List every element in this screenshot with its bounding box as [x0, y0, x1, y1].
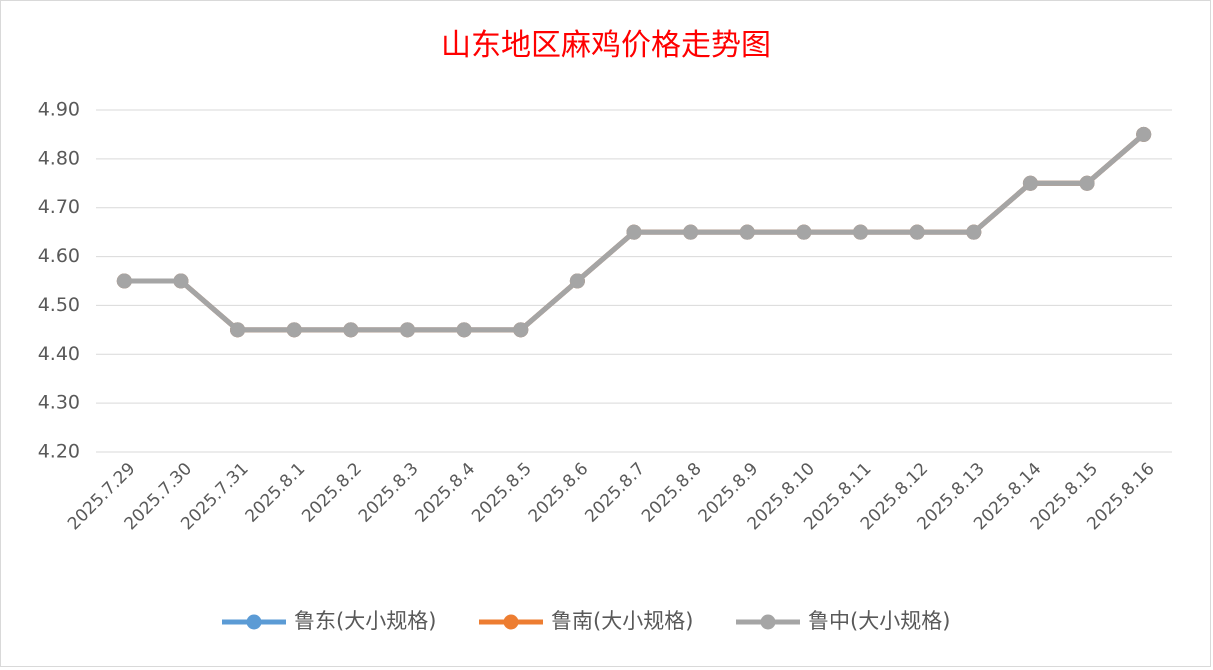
data-point	[683, 224, 699, 240]
data-point	[173, 273, 189, 289]
legend-marker	[503, 614, 519, 630]
y-tick-label: 4.90	[38, 99, 80, 121]
legend-marker	[760, 614, 776, 630]
y-tick-label: 4.60	[38, 245, 80, 267]
data-point	[343, 322, 359, 338]
data-point	[909, 224, 925, 240]
data-point	[966, 224, 982, 240]
chart-title: 山东地区麻鸡价格走势图	[441, 28, 771, 63]
data-point	[456, 322, 472, 338]
data-point	[569, 273, 585, 289]
data-point	[739, 224, 755, 240]
data-point	[286, 322, 302, 338]
y-tick-label: 4.70	[38, 196, 80, 218]
y-tick-label: 4.50	[38, 294, 80, 316]
legend-marker	[246, 614, 262, 630]
data-point	[1136, 126, 1152, 142]
y-tick-label: 4.30	[38, 392, 80, 414]
data-point	[853, 224, 869, 240]
data-point	[230, 322, 246, 338]
legend-label: 鲁东(大小规格)	[294, 609, 436, 633]
legend-label: 鲁中(大小规格)	[808, 609, 950, 633]
y-tick-label: 4.20	[38, 441, 80, 463]
data-point	[513, 322, 529, 338]
legend-label: 鲁南(大小规格)	[551, 609, 693, 633]
data-point	[1022, 175, 1038, 191]
data-point	[399, 322, 415, 338]
y-tick-label: 4.40	[38, 343, 80, 365]
data-point	[626, 224, 642, 240]
data-point	[1079, 175, 1095, 191]
data-point	[116, 273, 132, 289]
y-tick-label: 4.80	[38, 147, 80, 169]
data-point	[796, 224, 812, 240]
